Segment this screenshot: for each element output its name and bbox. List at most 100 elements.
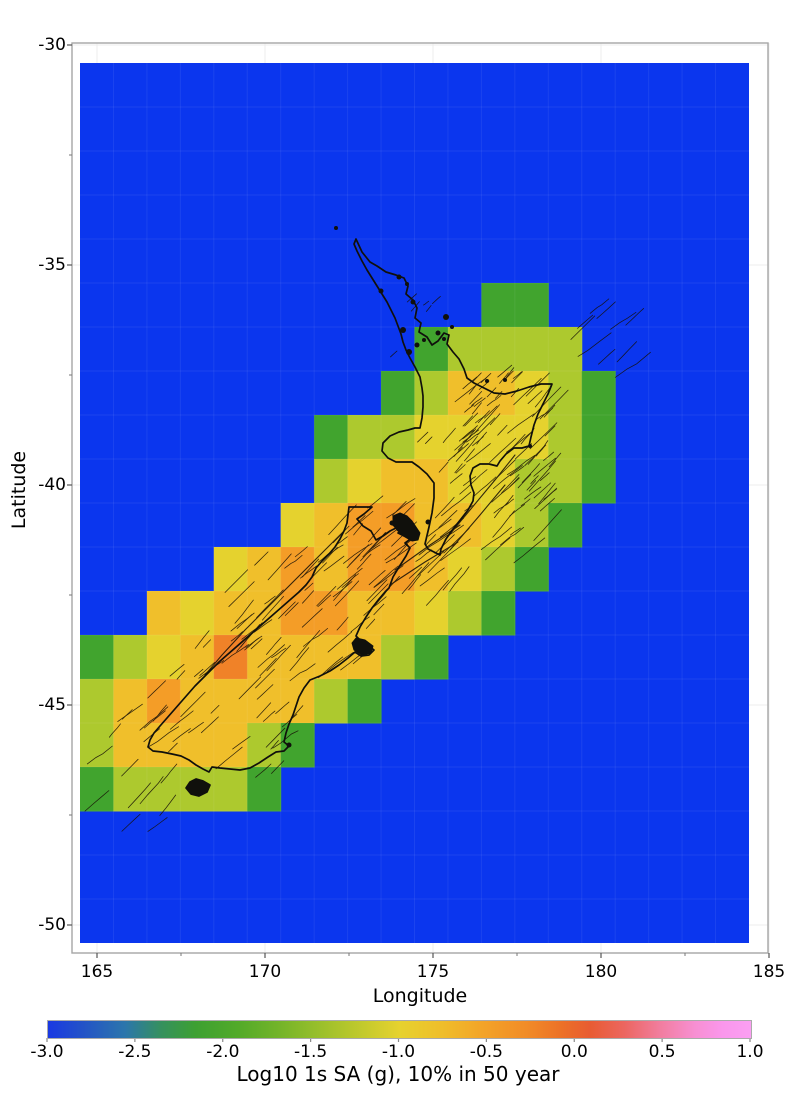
fault-trace [234,599,254,624]
islet-dot [396,274,402,280]
fault-trace [296,630,321,659]
fault-trace [415,549,433,562]
fault-trace [577,314,594,329]
islet-dot [528,444,532,448]
fault-trace [471,402,482,415]
hazard-cell [481,459,516,504]
hazard-cell [280,591,315,636]
hazard-cell [548,459,583,504]
fault-trace [221,644,249,664]
fault-trace [462,429,475,439]
fault-trace [528,460,556,492]
islet-dot [414,342,420,348]
fault-trace [510,388,520,398]
hazard-cell [347,503,382,548]
fault-trace [385,542,417,564]
colorbar-gradient [47,1020,752,1039]
fault-trace [392,500,407,516]
fault-trace [477,410,490,423]
fault-trace [365,618,376,629]
fault-trace [199,662,215,676]
fault-trace [303,627,329,647]
fault-trace [304,582,314,591]
fault-trace [406,293,417,303]
fault-trace [441,491,472,517]
x-tick-label: 180 [584,962,618,982]
colorbar-tick-label: 0.0 [560,1042,588,1062]
fault-trace [449,473,463,484]
fault-trace [271,647,287,659]
fault-trace [425,305,432,312]
hazard-cell [314,503,349,548]
fault-trace [194,668,204,677]
fault-trace [442,427,456,443]
hazard-cell [447,503,482,548]
hazard-cell [481,415,516,460]
fault-trace [245,635,263,648]
hazard-cell [280,723,315,768]
hazard-cell [447,327,482,372]
hazard-cell [514,547,549,592]
fault-trace [625,308,645,326]
x-tick-label: 175 [416,962,450,982]
fault-trace [614,351,651,378]
fault-trace [531,386,562,418]
x-axis-title: Longitude [372,985,468,1007]
fault-trace [432,296,441,304]
fault-trace [172,728,191,743]
fault-trace [386,498,416,519]
fault-trace [596,301,616,319]
hazard-cell [180,723,215,768]
hazard-cell [146,723,181,768]
wairarapa-fault [449,484,506,551]
fault-trace [610,312,637,330]
alpine-fault [204,529,346,676]
islet-dot [378,288,384,294]
fault-trace [328,504,357,536]
fault-trace [509,476,520,487]
x-tick-label: 170 [248,962,282,982]
fault-trace [506,454,536,476]
fault-trace [259,658,277,677]
fault-trace [447,443,469,462]
fault-trace [539,472,550,481]
hazard-cell [146,767,181,812]
fault-trace [471,397,483,406]
fault-trace [176,670,186,680]
islet-dot [443,314,449,320]
fault-trace [570,315,596,340]
fault-trace [454,463,463,474]
hazard-cell [247,723,282,768]
fault-trace [442,567,462,591]
fault-trace [127,782,151,809]
fault-trace [462,415,473,427]
hazard-cell [280,503,315,548]
fault-trace [232,736,251,750]
fault-trace [425,534,436,545]
fault-trace [266,636,282,655]
fault-trace [408,566,422,579]
fault-trace [419,567,445,587]
fault-trace [509,465,525,477]
y-tick-label: -35 [38,255,66,275]
hazard-cell [581,415,616,460]
fault-trace [160,763,178,784]
hazard-cell [180,679,215,724]
fault-trace [533,482,552,499]
hazard-cell [481,327,516,372]
fault-trace [284,555,303,569]
hazard-cell [347,459,382,504]
hazard-cell [247,635,282,680]
fault-trace [513,377,542,406]
fault-trace [373,565,399,588]
fault-trace [454,436,472,451]
fault-trace [336,567,363,590]
fault-trace [454,377,487,403]
fault-trace [346,554,361,569]
fault-trace [469,391,483,405]
hazard-cell [314,679,349,724]
x-tick-label: 185 [752,962,786,982]
fault-trace [278,601,296,619]
fault-trace [485,537,511,561]
